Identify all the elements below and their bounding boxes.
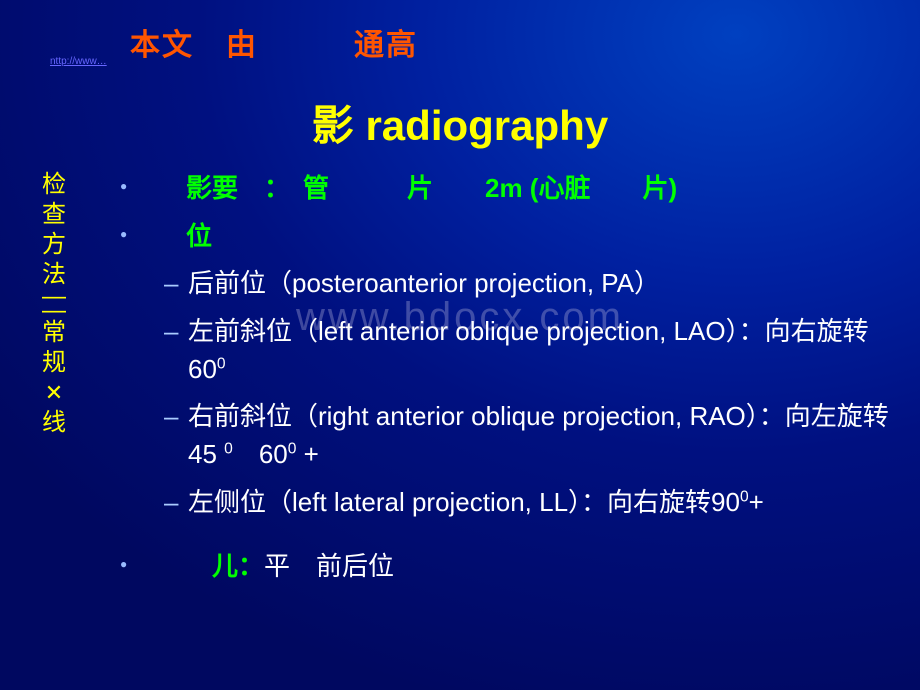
bullet-label: 影要 ： 管 片 2m (心脏 片) (160, 173, 677, 203)
sidebar-char: 查 (40, 200, 68, 230)
sub-text: 左侧位（left lateral projection, LL）：向右旋转90 (188, 487, 740, 517)
slide-root: 本文 由 通高 nttp://www… www.bdocx.com 影 radi… (0, 0, 920, 690)
sub-text: + (749, 487, 764, 517)
sidebar-char: 规 (40, 348, 68, 378)
slide-title: 影 radiography (0, 92, 920, 153)
bullet-label: 位 (160, 221, 212, 251)
sub-text: 后前位（posteroanterior projection, PA） (188, 268, 660, 298)
sub-item: 左前斜位（left anterior oblique projection, L… (188, 313, 890, 388)
sub-list: 后前位（posteroanterior projection, PA） 左前斜位… (120, 265, 890, 521)
sub-item: 左侧位（left lateral projection, LL）：向右旋转900… (188, 484, 890, 522)
sidebar-vertical-label: 检 查 方 法 —— 常 规 X 线 (40, 170, 68, 438)
sub-text: 右前斜位（right anterior oblique projection, … (188, 401, 889, 469)
bullet-item: 影要 ： 管 片 2m (心脏 片) (120, 170, 890, 208)
superscript: 0 (224, 440, 233, 457)
sub-item: 后前位（posteroanterior projection, PA） (188, 265, 890, 303)
superscript: 0 (740, 488, 749, 505)
sidebar-char: 方 (40, 230, 68, 260)
bullet-label: 儿： (160, 551, 264, 581)
sidebar-char: 线 (40, 408, 68, 438)
header-text: 本文 由 通高 (130, 20, 418, 64)
sub-text: 60 (233, 439, 288, 469)
watermark-link: nttp://www… (50, 56, 107, 67)
superscript: 0 (217, 355, 226, 372)
sidebar-char-x-icon: X (40, 378, 68, 408)
bullet-item: 儿：平 前后位 (120, 548, 890, 586)
sidebar-divider-icon: —— (40, 290, 68, 318)
sub-text: 左前斜位（left anterior oblique projection, L… (188, 316, 869, 384)
sidebar-char: 检 (40, 170, 68, 200)
bullet-tail: 平 前后位 (264, 551, 394, 581)
content-area: 影要 ： 管 片 2m (心脏 片) 位 后前位（posteroanterior… (120, 170, 890, 595)
sub-text: + (296, 439, 318, 469)
bullet-item: 位 (120, 218, 890, 256)
sidebar-char: 常 (40, 318, 68, 348)
sub-item: 右前斜位（right anterior oblique projection, … (188, 398, 890, 473)
